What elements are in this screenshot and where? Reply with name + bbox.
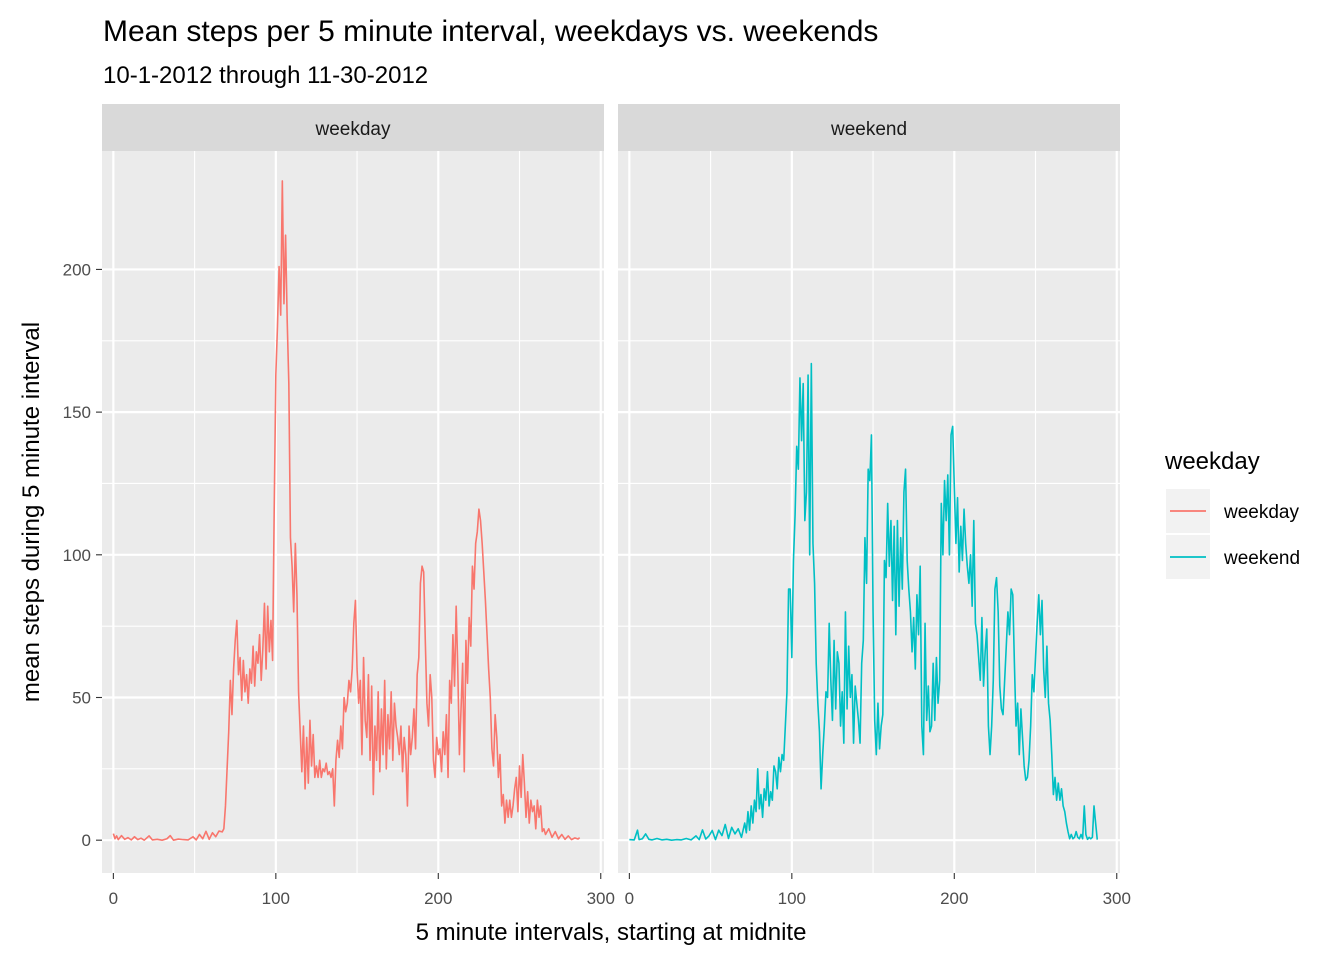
grid-weekend: [618, 151, 1120, 873]
x-tick-label: 300: [1103, 889, 1131, 908]
facet-strip-weekday: [102, 104, 604, 151]
series-line-weekday: [112, 180, 581, 841]
series-line-weekend: [629, 362, 1099, 841]
y-axis-title: mean steps during 5 minute interval: [18, 322, 45, 702]
y-tick-label: 50: [72, 688, 91, 707]
chart-title: Mean steps per 5 minute interval, weekda…: [103, 15, 878, 48]
legend-label-weekday: weekday: [1223, 502, 1299, 523]
grid-weekday: [102, 151, 604, 873]
x-tick-label: 100: [262, 889, 290, 908]
y-tick-label: 0: [82, 831, 91, 850]
y-tick-label: 150: [63, 403, 91, 422]
panel-weekday: [102, 151, 604, 873]
x-tick-label: 200: [424, 889, 452, 908]
facet-label-weekend: weekend: [830, 119, 907, 140]
x-tick-label: 300: [587, 889, 615, 908]
x-tick-label: 100: [778, 889, 806, 908]
x-tick-label: 200: [940, 889, 968, 908]
facet-label-weekday: weekday: [315, 119, 391, 140]
x-tick-label: 0: [625, 889, 634, 908]
legend: weekday weekday weekend: [1164, 448, 1300, 579]
facet-strip-weekend: [618, 104, 1120, 151]
x-axis-title: 5 minute intervals, starting at midnite: [416, 919, 807, 946]
x-tick-label: 0: [109, 889, 118, 908]
panel-weekend: [618, 151, 1120, 873]
axis-ticks: 0 100 200 300 0 100 200 300 0 50 100 150 200: [63, 260, 1131, 908]
y-tick-label: 100: [63, 546, 91, 565]
legend-label-weekend: weekend: [1223, 548, 1300, 569]
legend-title: weekday: [1164, 448, 1260, 475]
chart-subtitle: 10-1-2012 through 11-30-2012: [103, 62, 428, 89]
y-tick-label: 200: [63, 260, 91, 279]
series-lines: [112, 180, 1099, 841]
